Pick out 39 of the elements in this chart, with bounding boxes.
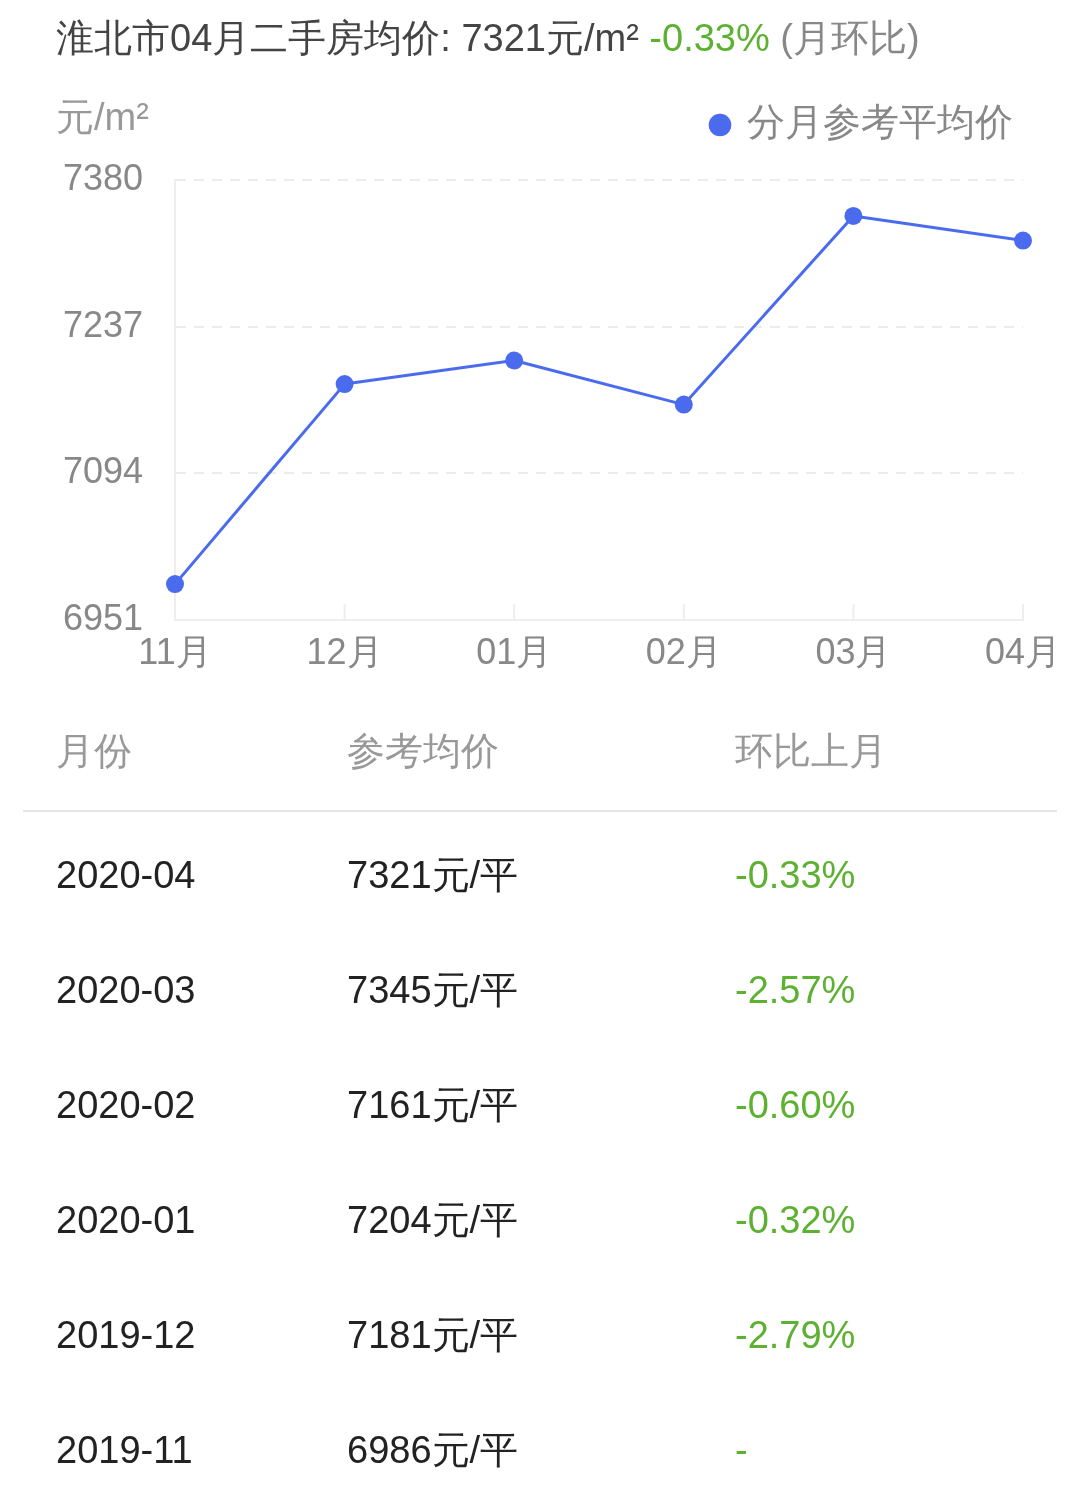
chart-title: 淮北市04月二手房均价: 7321元/m² bbox=[56, 17, 639, 59]
text: -0.32% bbox=[735, 1198, 856, 1243]
text: 7204元/平 bbox=[347, 1198, 519, 1243]
text: 2019-11 bbox=[56, 1428, 193, 1473]
text: 7181元/平 bbox=[347, 1313, 519, 1358]
x-tick-label: 12月 bbox=[306, 630, 383, 672]
text: 7345元/平 bbox=[347, 968, 519, 1013]
y-tick-label: 7094 bbox=[62, 450, 143, 492]
text: -2.79% bbox=[735, 1313, 856, 1358]
text: 月份 bbox=[56, 729, 132, 774]
point bbox=[505, 351, 524, 370]
text: -0.60% bbox=[735, 1083, 856, 1128]
text: -0.33% bbox=[735, 853, 856, 898]
x-tick-label: 04月 bbox=[984, 630, 1062, 672]
text: 2019-12 bbox=[56, 1313, 196, 1358]
text: - bbox=[735, 1428, 748, 1473]
text: 2020-02 bbox=[56, 1083, 196, 1128]
text: 2020-01 bbox=[56, 1198, 196, 1243]
y-tick-label: 7380 bbox=[62, 156, 143, 198]
point bbox=[1014, 231, 1032, 250]
text: 7161元/平 bbox=[347, 1083, 519, 1128]
y-axis-title: 元/m² bbox=[56, 96, 149, 139]
text: 6986元/平 bbox=[347, 1428, 519, 1473]
text: 环比上月 bbox=[735, 729, 887, 774]
chart-subtitle: -0.33% (月环比) bbox=[649, 17, 920, 59]
point bbox=[335, 375, 354, 394]
point bbox=[674, 395, 693, 414]
text: 2020-03 bbox=[56, 968, 196, 1013]
text: 2020-04 bbox=[56, 853, 196, 898]
text: 7321元/平 bbox=[347, 853, 519, 898]
y-tick-label: 7237 bbox=[62, 303, 143, 345]
text: 参考均价 bbox=[347, 729, 499, 774]
legend-label: 分月参考平均价 bbox=[747, 101, 1013, 144]
point bbox=[844, 206, 863, 225]
text: -2.57% bbox=[735, 968, 856, 1013]
point bbox=[166, 575, 184, 594]
x-tick-label: 02月 bbox=[645, 630, 722, 672]
x-tick-label: 03月 bbox=[815, 630, 892, 672]
x-tick-label: 01月 bbox=[476, 630, 553, 672]
